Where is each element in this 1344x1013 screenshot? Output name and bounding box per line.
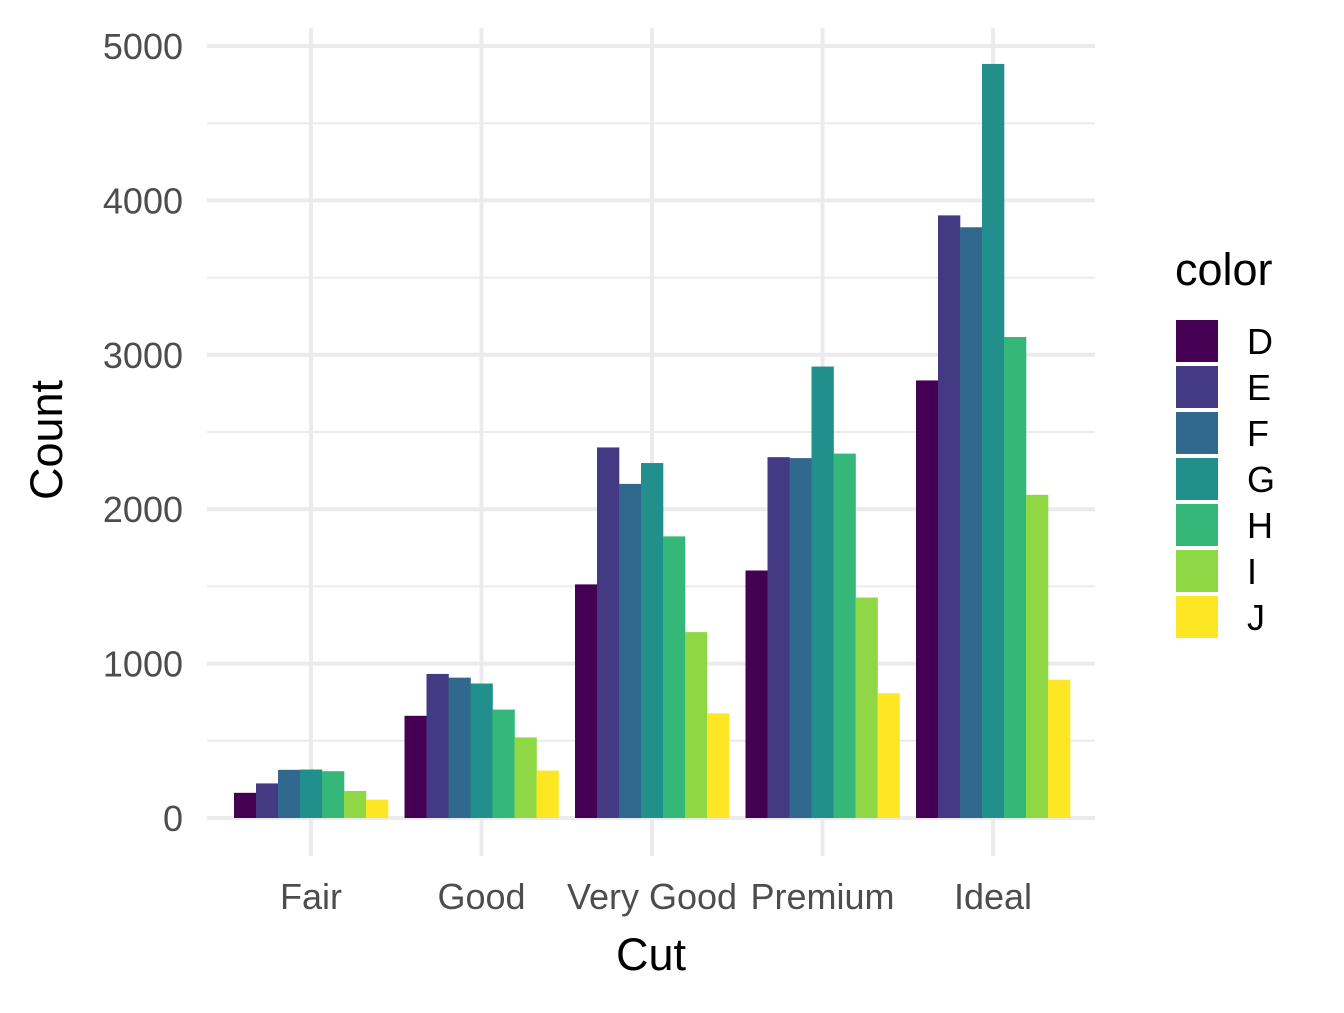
bar-E-good	[426, 673, 449, 818]
bar-D-fair	[234, 792, 257, 818]
bar-D-good	[404, 715, 427, 818]
y-tick-label: 5000	[103, 26, 183, 67]
legend-label-H: H	[1247, 505, 1273, 546]
bar-E-fair	[256, 783, 279, 818]
bar-J-very-good	[707, 713, 730, 818]
bar-H-fair	[322, 771, 345, 818]
legend-label-J: J	[1247, 597, 1265, 638]
x-tick-label: Good	[437, 876, 525, 917]
bar-F-fair	[278, 769, 301, 818]
bar-H-good	[492, 709, 515, 818]
legend-title: color	[1175, 244, 1273, 295]
bar-H-premium	[833, 453, 856, 818]
bar-F-premium	[789, 458, 812, 818]
legend-key-G	[1176, 458, 1218, 500]
bar-G-premium	[811, 366, 834, 818]
legend-key-F	[1176, 412, 1218, 454]
legend-label-E: E	[1247, 367, 1271, 408]
bar-H-very-good	[663, 536, 686, 818]
bar-D-ideal	[916, 380, 939, 818]
y-tick-label: 4000	[103, 180, 183, 221]
y-tick-label: 0	[163, 798, 183, 839]
x-tick-label: Fair	[280, 876, 342, 917]
legend-key-J	[1176, 596, 1218, 638]
bar-J-ideal	[1048, 679, 1071, 818]
x-tick-label: Very Good	[567, 876, 737, 917]
legend-label-D: D	[1247, 321, 1273, 362]
legend-key-E	[1176, 366, 1218, 408]
legend-key-H	[1176, 504, 1218, 546]
x-tick-label: Premium	[750, 876, 894, 917]
bar-E-very-good	[597, 447, 620, 818]
x-axis-title: Cut	[616, 929, 687, 980]
bar-H-ideal	[1004, 337, 1027, 818]
bar-I-fair	[344, 790, 367, 818]
legend-label-I: I	[1247, 551, 1257, 592]
x-tick-label: Ideal	[954, 876, 1032, 917]
bars	[234, 63, 1071, 818]
bar-D-very-good	[575, 584, 598, 818]
bar-F-ideal	[960, 227, 983, 818]
bar-F-very-good	[619, 483, 642, 818]
bar-I-premium	[855, 597, 878, 818]
y-tick-label: 3000	[103, 335, 183, 376]
bar-D-premium	[745, 570, 768, 818]
bar-G-fair	[300, 769, 323, 818]
y-tick-label: 2000	[103, 489, 183, 530]
legend-key-D	[1176, 320, 1218, 362]
bar-I-very-good	[685, 632, 708, 818]
y-tick-label: 1000	[103, 644, 183, 685]
y-axis-title: Count	[21, 379, 72, 500]
bar-I-good	[514, 737, 537, 818]
bar-E-premium	[767, 457, 790, 818]
y-axis-tick-labels: 0 1000 2000 3000 4000 5000	[103, 26, 183, 839]
bar-J-fair	[366, 799, 389, 818]
legend-label-G: G	[1247, 459, 1275, 500]
x-axis-tick-labels: Fair Good Very Good Premium Ideal	[280, 876, 1032, 917]
bar-G-ideal	[982, 63, 1005, 818]
bar-G-good	[470, 683, 493, 818]
bar-J-good	[536, 770, 559, 818]
legend-label-F: F	[1247, 413, 1269, 454]
bar-J-premium	[877, 693, 900, 818]
bar-F-good	[448, 677, 471, 818]
bar-I-ideal	[1026, 494, 1049, 818]
bar-G-very-good	[641, 463, 664, 818]
bar-E-ideal	[938, 215, 961, 818]
legend-key-I	[1176, 550, 1218, 592]
